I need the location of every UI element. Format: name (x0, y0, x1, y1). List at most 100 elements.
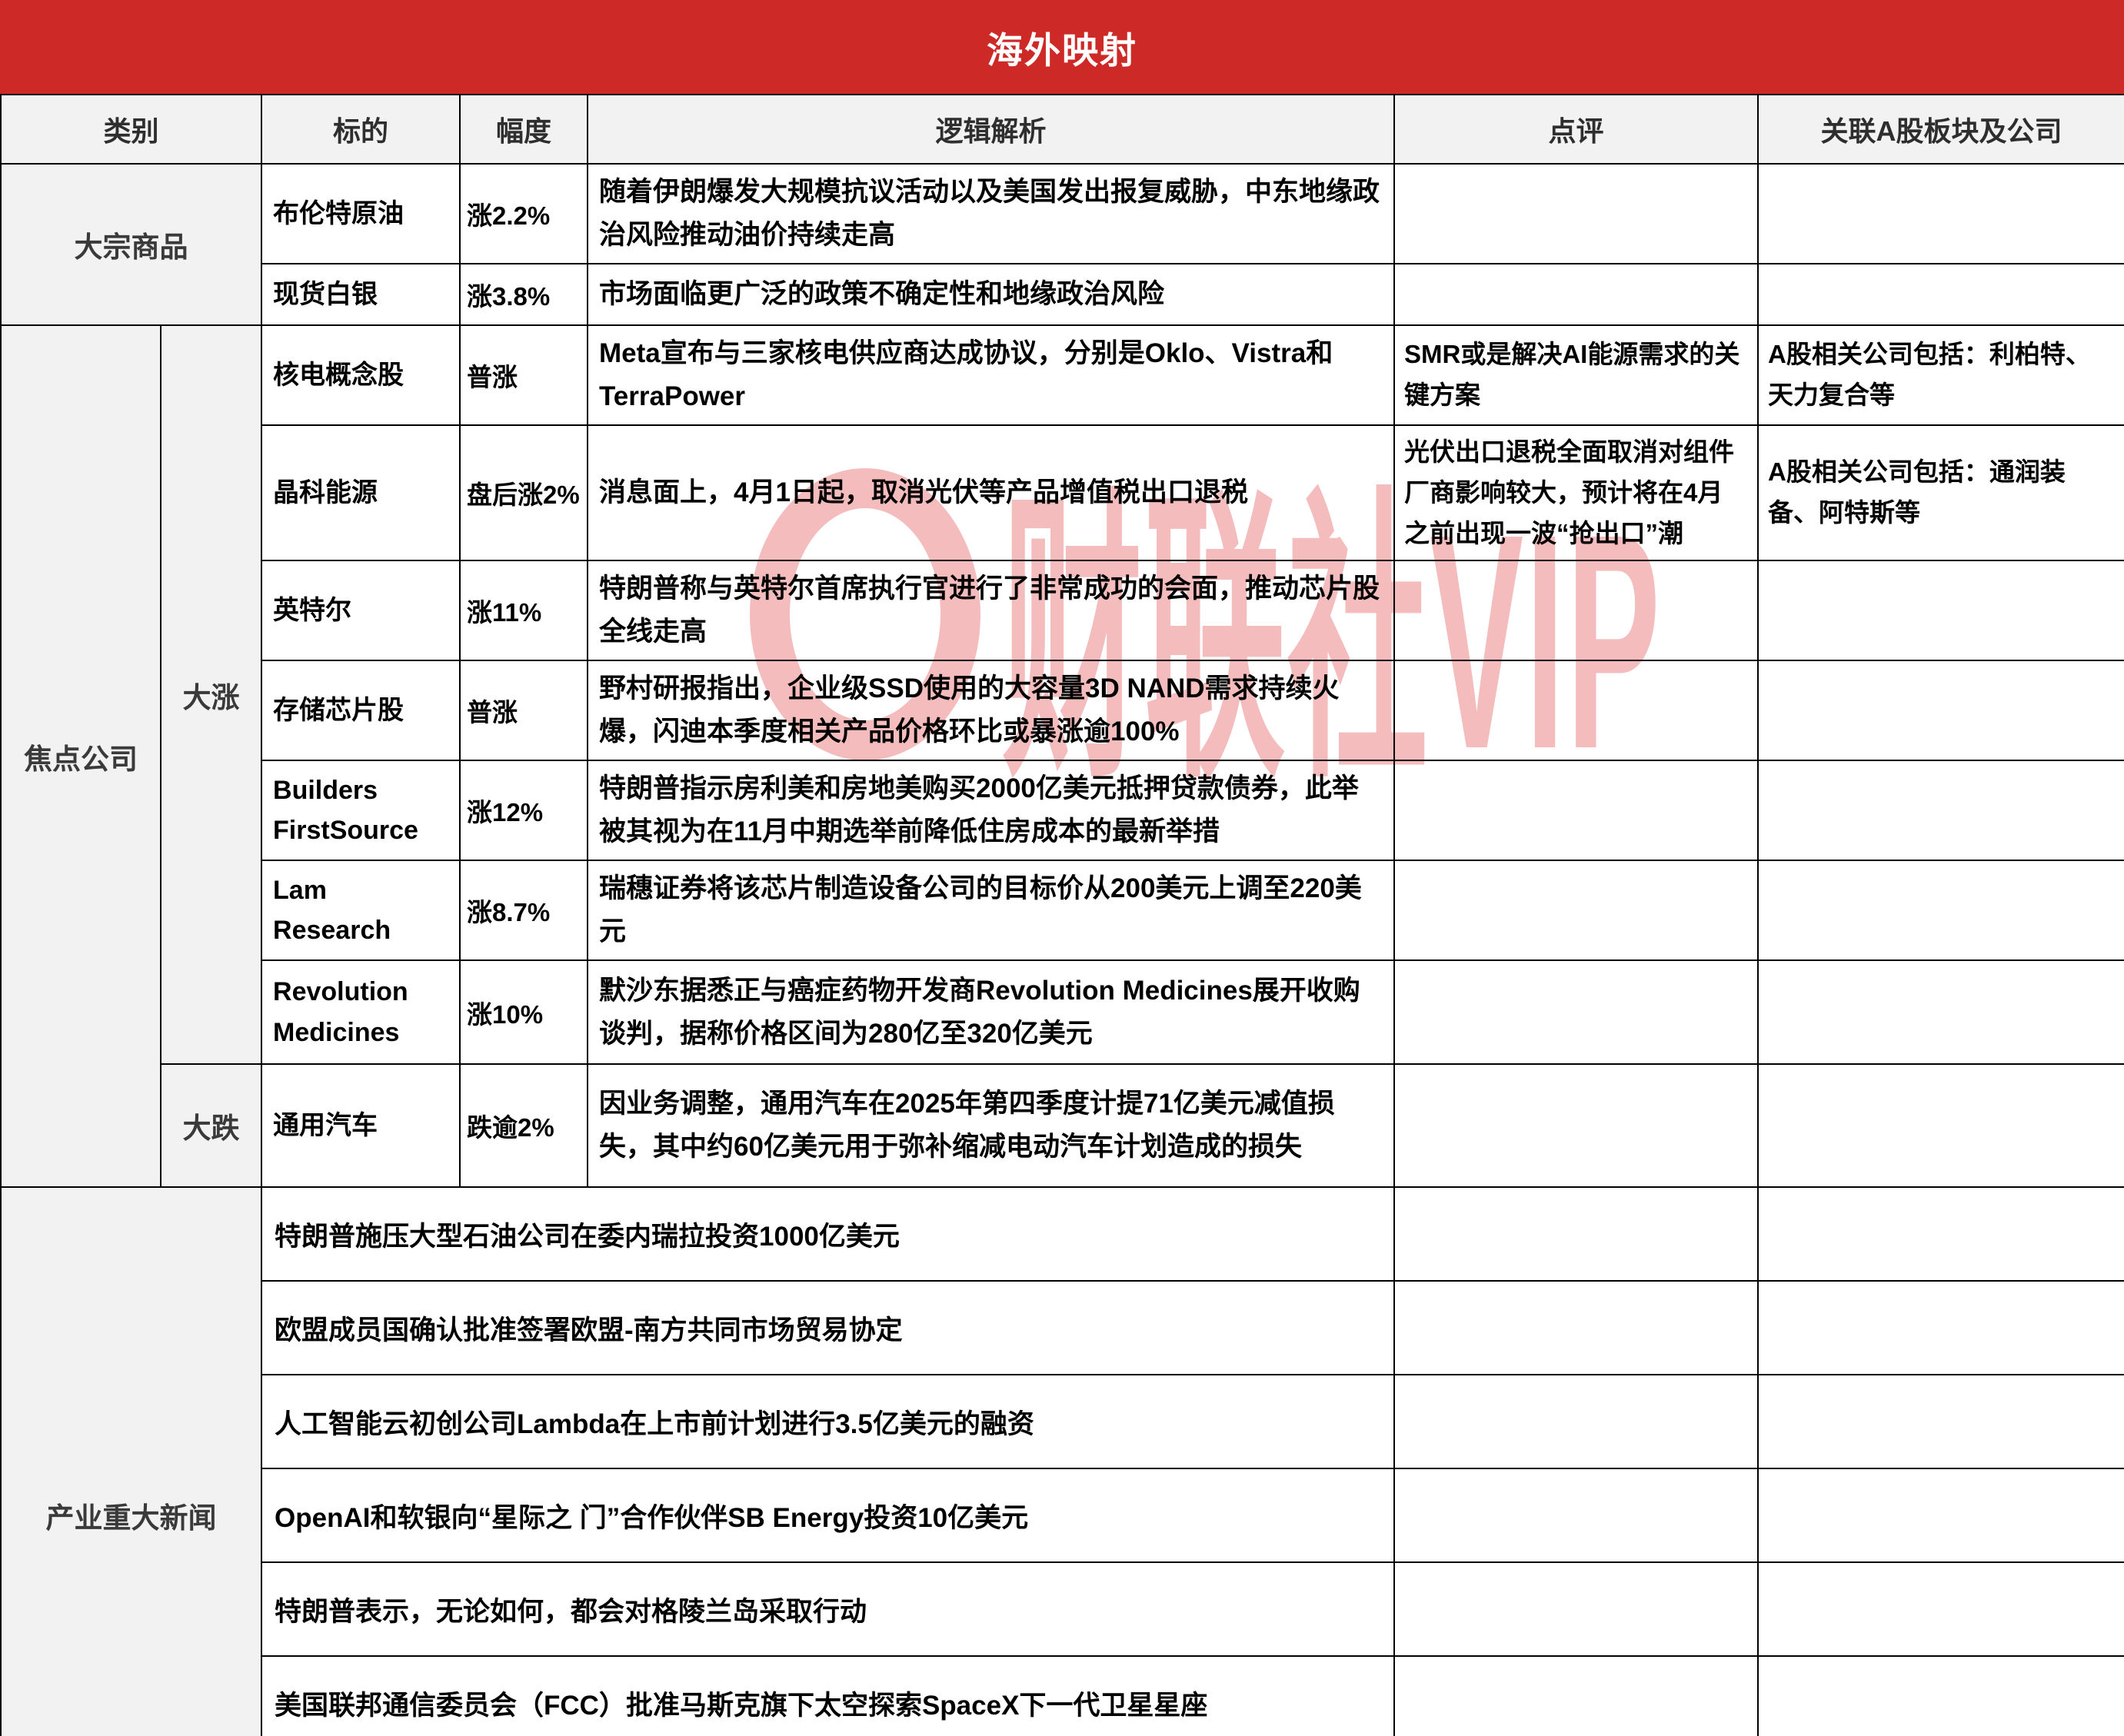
table-row-gm: 大跌 通用汽车 跌逾2% 因业务调整，通用汽车在2025年第四季度计提71亿美元… (1, 1063, 2124, 1189)
target-cell: 英特尔 (261, 560, 461, 662)
related-cell (1757, 860, 2124, 962)
comment-cell (1393, 1186, 1759, 1282)
logic-cell: 默沙东据悉正与癌症药物开发商Revolution Medicines展开收购谈判… (587, 959, 1396, 1066)
change-cell: 涨8.7% (459, 860, 589, 962)
news-row: 人工智能云初创公司Lambda在上市前计划进行3.5亿美元的融资 (1, 1374, 2124, 1470)
comment-cell (1393, 660, 1759, 762)
comment-cell (1393, 1063, 1759, 1189)
category-industry-news: 产业重大新闻 (0, 1186, 263, 1736)
logic-cell: 随着伊朗爆发大规模抗议活动以及美国发出报复威胁，中东地缘政治风险推动油价持续走高 (587, 163, 1396, 264)
logic-cell: Meta宣布与三家核电供应商达成协议，分别是Oklo、Vistra和TerraP… (587, 324, 1396, 426)
related-cell (1757, 263, 2124, 326)
table-row-builders-firstsource: Builders FirstSource 涨12% 特朗普指示房利美和房地美购买… (1, 760, 2124, 862)
comment-cell (1393, 1655, 1759, 1736)
col-header-logic: 逻辑解析 (587, 94, 1396, 165)
table-row-nuclear: 焦点公司 大涨 核电概念股 普涨 Meta宣布与三家核电供应商达成协议，分别是O… (0, 324, 2124, 1189)
mapping-table: 类别 标的 幅度 逻辑解析 点评 关联A股板块及公司 大宗商品 布伦特原油 涨2… (0, 94, 2124, 1736)
comment-cell (1393, 560, 1759, 662)
logic-cell: 野村研报指出，企业级SSD使用的大容量3D NAND需求持续火爆，闪迪本季度相关… (587, 660, 1396, 762)
logic-cell: 特朗普指示房利美和房地美购买2000亿美元抵押贷款债券，此举被其视为在11月中期… (587, 760, 1396, 862)
related-cell (1757, 1374, 2124, 1470)
comment-cell (1393, 1280, 1759, 1376)
news-cell: 欧盟成员国确认批准签署欧盟-南方共同市场贸易协定 (261, 1280, 1396, 1376)
target-cell: 存储芯片股 (261, 660, 461, 762)
change-cell: 跌逾2% (459, 1063, 589, 1189)
related-cell (1757, 560, 2124, 662)
logic-cell: 瑞穗证券将该芯片制造设备公司的目标价从200美元上调至220美元 (587, 860, 1396, 962)
subcategory-gainers: 大涨 (159, 324, 263, 1066)
table-row-intel: 英特尔 涨11% 特朗普称与英特尔首席执行官进行了非常成功的会面，推动芯片股全线… (1, 560, 2124, 662)
target-cell: Lam Research (261, 860, 461, 962)
col-header-related: 关联A股板块及公司 (1757, 94, 2124, 165)
change-cell: 涨10% (459, 959, 589, 1066)
related-cell: A股相关公司包括：利柏特、天力复合等 (1757, 324, 2124, 426)
target-cell: Revolution Medicines (261, 959, 461, 1066)
table-row-jinko: 晶科能源 盘后涨2% 消息面上，4月1日起，取消光伏等产品增值税出口退税 光伏出… (1, 424, 2124, 562)
table-row-revolution-medicines: Revolution Medicines 涨10% 默沙东据悉正与癌症药物开发商… (1, 959, 2124, 1066)
category-commodities: 大宗商品 (0, 163, 263, 326)
news-cell: OpenAI和软银向“星际之 门”合作伙伴SB Energy投资10亿美元 (261, 1468, 1396, 1564)
change-cell: 涨11% (459, 560, 589, 662)
news-row: 特朗普表示，无论如何，都会对格陵兰岛采取行动 (1, 1561, 2124, 1658)
col-header-comment: 点评 (1393, 94, 1759, 165)
news-row: 美国联邦通信委员会（FCC）批准马斯克旗下太空探索SpaceX下一代卫星星座 (1, 1655, 2124, 1736)
table-row-memory-chips: 存储芯片股 普涨 野村研报指出，企业级SSD使用的大容量3D NAND需求持续火… (1, 660, 2124, 762)
title-bar: 海外映射 (0, 0, 2124, 94)
related-cell (1757, 660, 2124, 762)
comment-cell (1393, 1468, 1759, 1564)
news-row: OpenAI和软银向“星际之 门”合作伙伴SB Energy投资10亿美元 (1, 1468, 2124, 1564)
related-cell (1757, 1186, 2124, 1282)
change-cell: 盘后涨2% (459, 424, 589, 562)
related-cell: A股相关公司包括：通润装备、阿特斯等 (1757, 424, 2124, 562)
logic-cell: 消息面上，4月1日起，取消光伏等产品增值税出口退税 (587, 424, 1396, 562)
news-cell: 特朗普施压大型石油公司在委内瑞拉投资1000亿美元 (261, 1186, 1396, 1282)
logic-cell: 特朗普称与英特尔首席执行官进行了非常成功的会面，推动芯片股全线走高 (587, 560, 1396, 662)
comment-cell: 光伏出口退税全面取消对组件厂商影响较大，预计将在4月之前出现一波“抢出口”潮 (1393, 424, 1759, 562)
subcategory-losers: 大跌 (159, 1063, 263, 1189)
related-cell (1757, 163, 2124, 264)
target-cell: 通用汽车 (261, 1063, 461, 1189)
comment-cell (1393, 860, 1759, 962)
comment-cell (1393, 1374, 1759, 1470)
col-header-category: 类别 (0, 94, 263, 165)
change-cell: 涨2.2% (459, 163, 589, 264)
related-cell (1757, 1280, 2124, 1376)
related-cell (1757, 1468, 2124, 1564)
header-row: 类别 标的 幅度 逻辑解析 点评 关联A股板块及公司 (0, 94, 2124, 165)
related-cell (1757, 959, 2124, 1066)
table-row-brent: 大宗商品 布伦特原油 涨2.2% 随着伊朗爆发大规模抗议活动以及美国发出报复威胁… (0, 163, 2124, 326)
news-row: 产业重大新闻 特朗普施压大型石油公司在委内瑞拉投资1000亿美元 (0, 1186, 2124, 1736)
target-cell: Builders FirstSource (261, 760, 461, 862)
table-row-silver: 现货白银 涨3.8% 市场面临更广泛的政策不确定性和地缘政治风险 (1, 263, 2124, 326)
news-row: 欧盟成员国确认批准签署欧盟-南方共同市场贸易协定 (1, 1280, 2124, 1376)
related-cell (1757, 1063, 2124, 1189)
target-cell: 晶科能源 (261, 424, 461, 562)
comment-cell: SMR或是解决AI能源需求的关键方案 (1393, 324, 1759, 426)
target-cell: 布伦特原油 (261, 163, 461, 264)
change-cell: 普涨 (459, 324, 589, 426)
change-cell: 涨12% (459, 760, 589, 862)
comment-cell (1393, 163, 1759, 264)
news-cell: 人工智能云初创公司Lambda在上市前计划进行3.5亿美元的融资 (261, 1374, 1396, 1470)
related-cell (1757, 1655, 2124, 1736)
category-focus-companies: 焦点公司 (0, 324, 161, 1189)
comment-cell (1393, 1561, 1759, 1658)
table-row-lam-research: Lam Research 涨8.7% 瑞穗证券将该芯片制造设备公司的目标价从20… (1, 860, 2124, 962)
related-cell (1757, 760, 2124, 862)
logic-cell: 市场面临更广泛的政策不确定性和地缘政治风险 (587, 263, 1396, 326)
col-header-target: 标的 (261, 94, 461, 165)
related-cell (1757, 1561, 2124, 1658)
comment-cell (1393, 959, 1759, 1066)
page-title: 海外映射 (987, 29, 1137, 71)
logic-cell: 因业务调整，通用汽车在2025年第四季度计提71亿美元减值损失，其中约60亿美元… (587, 1063, 1396, 1189)
change-cell: 涨3.8% (459, 263, 589, 326)
comment-cell (1393, 263, 1759, 326)
change-cell: 普涨 (459, 660, 589, 762)
target-cell: 现货白银 (261, 263, 461, 326)
news-cell: 特朗普表示，无论如何，都会对格陵兰岛采取行动 (261, 1561, 1396, 1658)
target-cell: 核电概念股 (261, 324, 461, 426)
news-cell: 美国联邦通信委员会（FCC）批准马斯克旗下太空探索SpaceX下一代卫星星座 (261, 1655, 1396, 1736)
comment-cell (1393, 760, 1759, 862)
col-header-change: 幅度 (459, 94, 589, 165)
